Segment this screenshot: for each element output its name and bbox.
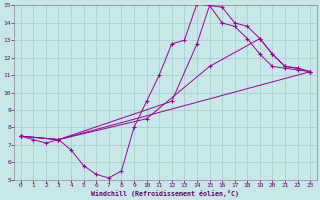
X-axis label: Windchill (Refroidissement éolien,°C): Windchill (Refroidissement éolien,°C) <box>92 190 239 197</box>
